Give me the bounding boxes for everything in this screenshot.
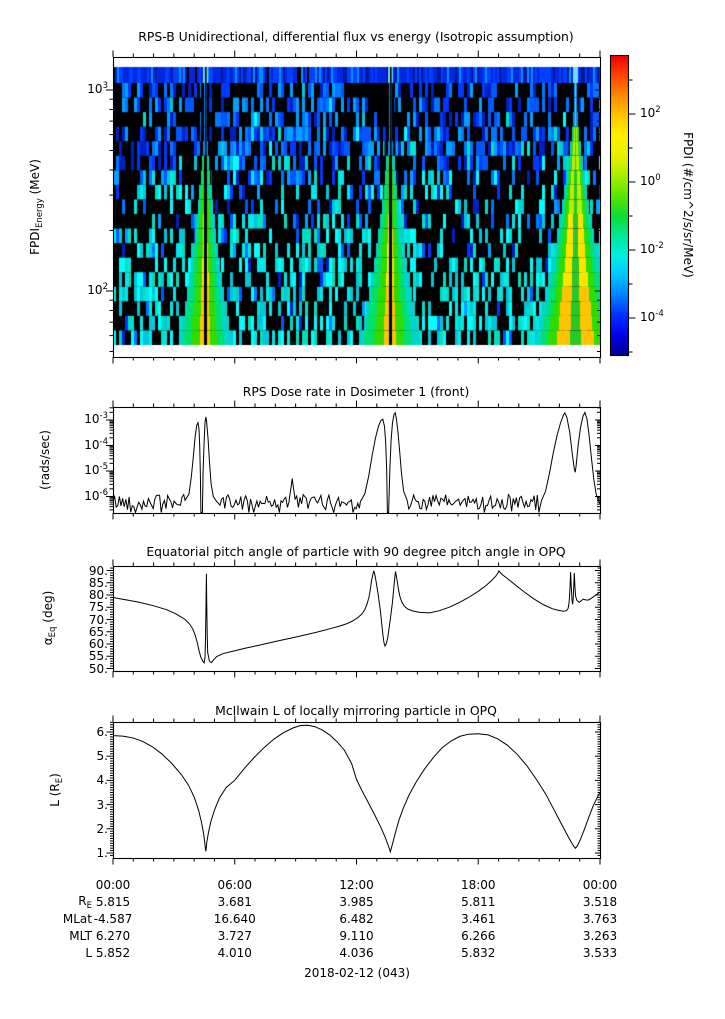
dose-ytick-label: 10-6: [84, 487, 108, 503]
ephemeris-row-label: L: [85, 946, 92, 960]
spectrogram-canvas: [113, 57, 600, 357]
pitch-ytick-label: 60.: [88, 637, 108, 651]
l-ytick-label: 3.: [96, 797, 108, 812]
ephemeris-row-label: RE: [78, 894, 92, 911]
ephemeris-value: 6.482: [339, 912, 374, 926]
ephemeris-value: 16.640: [213, 912, 256, 926]
ephemeris-value: 3.763: [582, 912, 618, 926]
date-label: 2018-02-12 (043): [304, 966, 410, 980]
flux-axes-box: [112, 56, 602, 359]
x-tick-label: 00:00: [582, 878, 618, 892]
ephemeris-value: 3.263: [582, 929, 618, 943]
dose-ytick-label: 10-3: [84, 411, 108, 426]
pitch-ytick-label: 80.: [88, 588, 108, 602]
pitch-ytick-label: 65.: [88, 624, 108, 639]
ephemeris-value: 9.110: [339, 929, 374, 943]
ephemeris-value: 3.461: [461, 912, 496, 926]
colorbar-tick-label: 10-4: [640, 309, 664, 324]
x-tick-label: 12:00: [339, 878, 374, 892]
panel2-ylabel: (rads/sec): [38, 430, 52, 490]
colorbar-tick-label: 100: [640, 173, 661, 188]
ephemeris-value: 5.832: [461, 946, 496, 960]
pitch-axes-box: [112, 565, 602, 673]
pitch-ytick-label: 50.: [88, 661, 108, 676]
pitch-ytick-label: 55.: [88, 649, 108, 664]
l-axes-box: [112, 721, 602, 860]
ephemeris-value: 6.266: [461, 929, 496, 943]
pitch-ytick-label: 85.: [88, 575, 108, 590]
ephemeris-value: 3.518: [582, 895, 618, 909]
pitch-ytick-label: 70.: [88, 612, 108, 627]
dose-curve: [112, 411, 601, 515]
dose-ytick-label: 10-5: [84, 462, 108, 477]
ephemeris-value: 3.533: [582, 946, 618, 960]
ephemeris-row-label: MLat: [62, 912, 92, 926]
panel3-title: Equatorial pitch angle of particle with …: [146, 544, 566, 559]
pitch-ytick-label: 75.: [88, 600, 108, 615]
x-tick-label: 06:00: [217, 878, 253, 892]
ephemeris-value: 5.811: [461, 895, 496, 909]
pitch-ytick-label: 90.: [88, 563, 108, 578]
ephemeris-value: 3.681: [217, 895, 252, 909]
flux-ytick-label: 103: [87, 81, 108, 96]
ephemeris-value: 4.010: [217, 946, 252, 960]
panel1-ylabel: FPDIEnergy (MeV): [28, 159, 45, 255]
colorbar-label: FPDI (#/cm^2/s/sr/MeV): [681, 132, 695, 278]
ephemeris-value: 3.727: [217, 929, 252, 943]
panel3-ylabel: αEq (deg): [41, 590, 58, 646]
panel1-title: RPS-B Unidirectional, differential flux …: [138, 29, 574, 44]
ephemeris-value: 3.985: [339, 895, 374, 909]
pitch-curve: [112, 569, 601, 665]
flux-ytick-label: 102: [87, 282, 108, 297]
colorbar-tick-label: 102: [640, 105, 661, 120]
ephemeris-value: 6.270: [95, 929, 131, 943]
colorbar: [609, 54, 630, 357]
l-ytick-label: 1.: [96, 846, 108, 860]
panel4-title: McIlwain L of locally mirroring particle…: [215, 703, 497, 718]
colorbar-tick-label: 10-2: [640, 241, 664, 256]
l-ytick-label: 6.: [96, 725, 108, 739]
x-tick-label: 00:00: [95, 878, 131, 892]
l-ytick-label: 5.: [96, 749, 108, 764]
dose-ytick-label: 10-4: [84, 436, 108, 452]
ephemeris-row-label: MLT: [69, 929, 92, 943]
l-ytick-label: 2.: [96, 821, 108, 836]
ephemeris-value: 4.036: [339, 946, 374, 960]
l-ytick-label: 4.: [96, 773, 108, 788]
x-tick-label: 18:00: [460, 878, 496, 892]
dose-axes-box: [112, 406, 602, 515]
ephemeris-value: 5.815: [95, 895, 131, 909]
ephemeris-value: -4.587: [93, 912, 133, 926]
l-curve: [112, 724, 601, 854]
panel2-title: RPS Dose rate in Dosimeter 1 (front): [242, 384, 470, 399]
ephemeris-value: 5.852: [95, 946, 131, 960]
panel4-ylabel: L (RE): [48, 773, 65, 807]
